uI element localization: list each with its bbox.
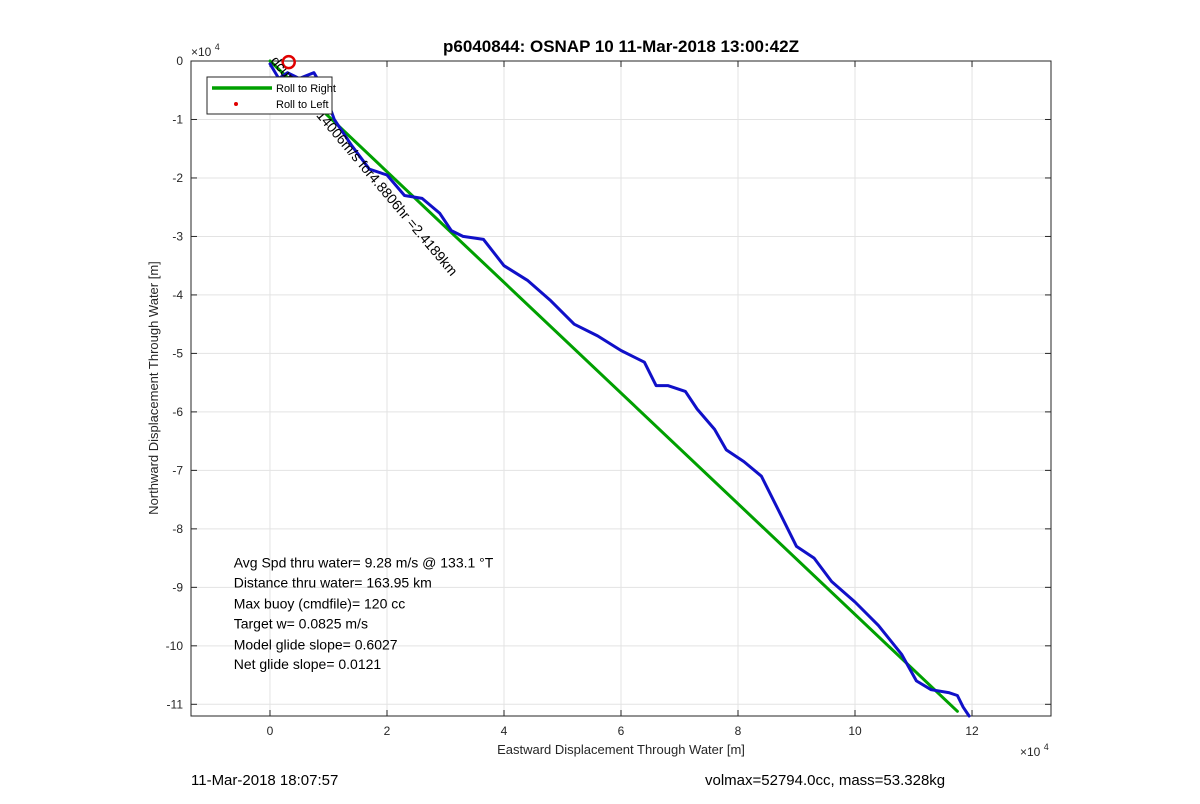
x-axis-label: Eastward Displacement Through Water [m] — [497, 742, 745, 757]
series-line-model — [268, 59, 959, 713]
series-layer — [268, 54, 971, 718]
annotations: dcurrent=0.14006m/s for4.8806hr =2.4189k… — [234, 53, 494, 673]
x-axis-exponent: ×10 4 — [1020, 742, 1049, 759]
x-tick-label: 0 — [267, 724, 274, 738]
grid-lines — [191, 60, 1051, 716]
y-tick-label: -11 — [167, 697, 184, 711]
y-tick-label: -7 — [172, 463, 183, 477]
y-tick-label: -4 — [172, 288, 183, 302]
y-tick-label: -10 — [166, 639, 184, 653]
start-marker-circle — [281, 54, 296, 70]
legend-box — [206, 76, 333, 115]
ticks: 0 2 4 6 8 10 12 0 -1 -2 -3 -4 -5 -6 -7 -8 -9 -10 -11 — [166, 54, 1051, 738]
x-tick-label: 12 — [965, 724, 979, 738]
x-exponent-power: 4 — [1044, 742, 1049, 752]
stats-line: Max buoy (cmdfile)= 120 cc — [234, 595, 406, 611]
y-tick-label: -3 — [172, 229, 183, 243]
series-line-track — [268, 62, 971, 718]
svg-text:×10 4: ×10 4 — [1020, 742, 1049, 759]
y-tick-label: -9 — [172, 580, 183, 594]
y-axis-exponent: ×10 4 — [191, 42, 220, 59]
x-tick-label: 10 — [848, 724, 862, 738]
legend-dot-roll-left — [234, 102, 238, 106]
x-tick-label: 6 — [618, 724, 625, 738]
legend: Roll to Right Roll to Left — [206, 76, 336, 115]
chart-title: p6040844: OSNAP 10 11-Mar-2018 13:00:42Z — [443, 37, 799, 56]
stats-line: Net glide slope= 0.0121 — [234, 656, 382, 672]
legend-label-roll-right: Roll to Right — [276, 83, 336, 95]
y-exponent-power: 4 — [215, 42, 220, 52]
y-axis-label: Northward Displacement Through Water [m] — [146, 261, 161, 515]
stats-line: Target w= 0.0825 m/s — [234, 615, 368, 631]
y-tick-label: -1 — [172, 112, 183, 126]
x-tick-label: 4 — [501, 724, 508, 738]
y-exponent-base: ×10 — [191, 45, 212, 59]
y-tick-label: -5 — [172, 346, 183, 360]
footer-volmax-mass: volmax=52794.0cc, mass=53.328kg — [705, 772, 946, 789]
x-tick-label: 2 — [384, 724, 391, 738]
y-tick-label: -6 — [172, 405, 183, 419]
y-tick-label: -2 — [172, 171, 183, 185]
svg-text:×10 4: ×10 4 — [191, 42, 220, 59]
stats-line: Model glide slope= 0.6027 — [234, 636, 398, 652]
stats-line: Avg Spd thru water= 9.28 m/s @ 133.1 °T — [234, 554, 494, 570]
y-tick-label: 0 — [176, 54, 183, 68]
stats-line: Distance thru water= 163.95 km — [234, 574, 432, 590]
footer-timestamp: 11-Mar-2018 18:07:57 — [191, 772, 339, 789]
x-tick-label: 8 — [735, 724, 742, 738]
y-tick-label: -8 — [172, 522, 183, 536]
x-exponent-base: ×10 — [1020, 745, 1041, 759]
legend-label-roll-left: Roll to Left — [276, 99, 329, 111]
